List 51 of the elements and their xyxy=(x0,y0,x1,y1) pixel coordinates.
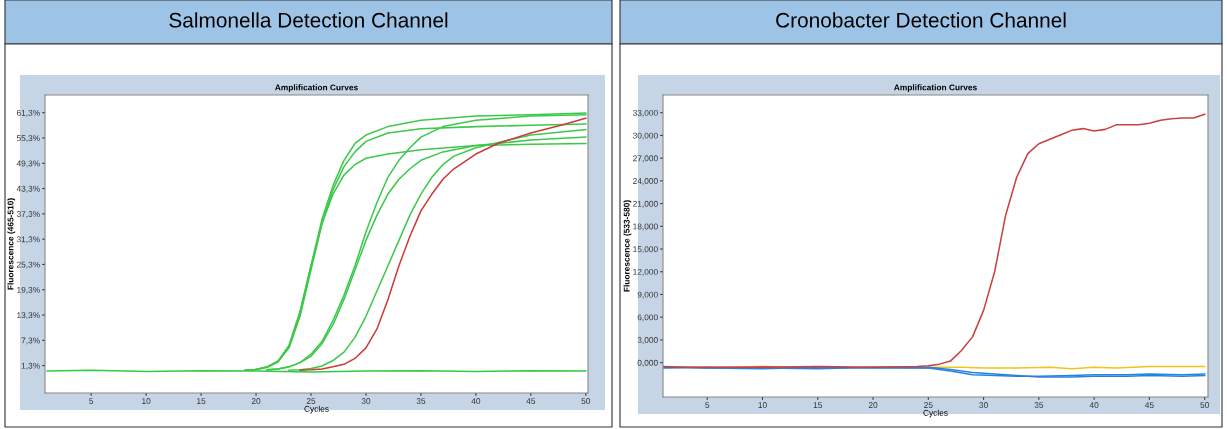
x-axis-title: Cycles xyxy=(304,405,329,414)
y-tick-label: 1,3% xyxy=(21,362,40,370)
x-tick-label: 50 xyxy=(581,398,591,404)
y-tick-label: 3,000 xyxy=(637,337,658,344)
x-tick-label: 30 xyxy=(361,398,371,404)
y-tick-label: 7,3% xyxy=(21,337,40,345)
x-tick-label: 25 xyxy=(306,398,316,404)
x-tick-label: 5 xyxy=(89,398,94,404)
y-tick-label: 6,000 xyxy=(637,314,658,322)
x-axis-title: Cycles xyxy=(923,409,948,418)
y-tick-label: 12,000 xyxy=(633,268,658,276)
x-tick-label: 30 xyxy=(979,402,988,408)
y-axis-title: Fluorescence (533-580) xyxy=(623,200,632,292)
y-axis-title: Fluorescence (465-510) xyxy=(7,198,16,290)
y-tick-label: 30,000 xyxy=(632,132,658,140)
x-tick-label: 20 xyxy=(868,402,878,408)
x-tick-label: 5 xyxy=(705,402,710,408)
chart-title: Salmonella Detection Channel xyxy=(169,12,448,28)
y-tick-label: 55,3% xyxy=(16,135,40,143)
x-tick-label: 15 xyxy=(197,398,206,404)
y-tick-label: 9,000 xyxy=(637,291,658,299)
x-tick-label: 10 xyxy=(758,402,767,408)
x-tick-label: 35 xyxy=(1034,402,1044,408)
y-tick-label: 31,3% xyxy=(16,236,40,244)
y-tick-label: 21,000 xyxy=(633,200,658,208)
y-tick-label: 49,3% xyxy=(16,160,40,168)
y-tick-label: 37,3% xyxy=(16,211,40,218)
y-tick-label: 0,000 xyxy=(637,359,658,367)
x-tick-label: 10 xyxy=(142,398,151,404)
y-tick-label: 19,3% xyxy=(17,286,40,294)
y-tick-label: 33,000 xyxy=(632,109,658,117)
chart-subtitle: Amplification Curves xyxy=(275,84,358,93)
y-tick-label: 61,3% xyxy=(16,109,40,117)
y-tick-label: 15,000 xyxy=(633,246,658,254)
y-tick-label: 27,000 xyxy=(633,155,658,163)
x-tick-label: 35 xyxy=(416,398,426,404)
y-tick-label: 25,3% xyxy=(16,261,40,269)
x-tick-label: 50 xyxy=(1200,402,1209,408)
chart-title: Cronobacter Detection Channel xyxy=(776,12,1066,28)
x-tick-label: 40 xyxy=(471,398,481,404)
chart-subtitle: Amplification Curves xyxy=(894,84,977,92)
x-tick-label: 45 xyxy=(526,398,536,404)
y-tick-label: 24,000 xyxy=(633,178,658,185)
x-tick-label: 20 xyxy=(251,398,261,404)
x-tick-label: 45 xyxy=(1144,402,1154,408)
y-tick-label: 13,3% xyxy=(17,312,40,320)
y-tick-label: 43,3% xyxy=(16,185,40,193)
x-tick-label: 25 xyxy=(924,402,933,408)
x-tick-label: 15 xyxy=(813,402,823,408)
x-tick-label: 40 xyxy=(1089,402,1099,408)
y-tick-label: 18,000 xyxy=(633,223,658,231)
